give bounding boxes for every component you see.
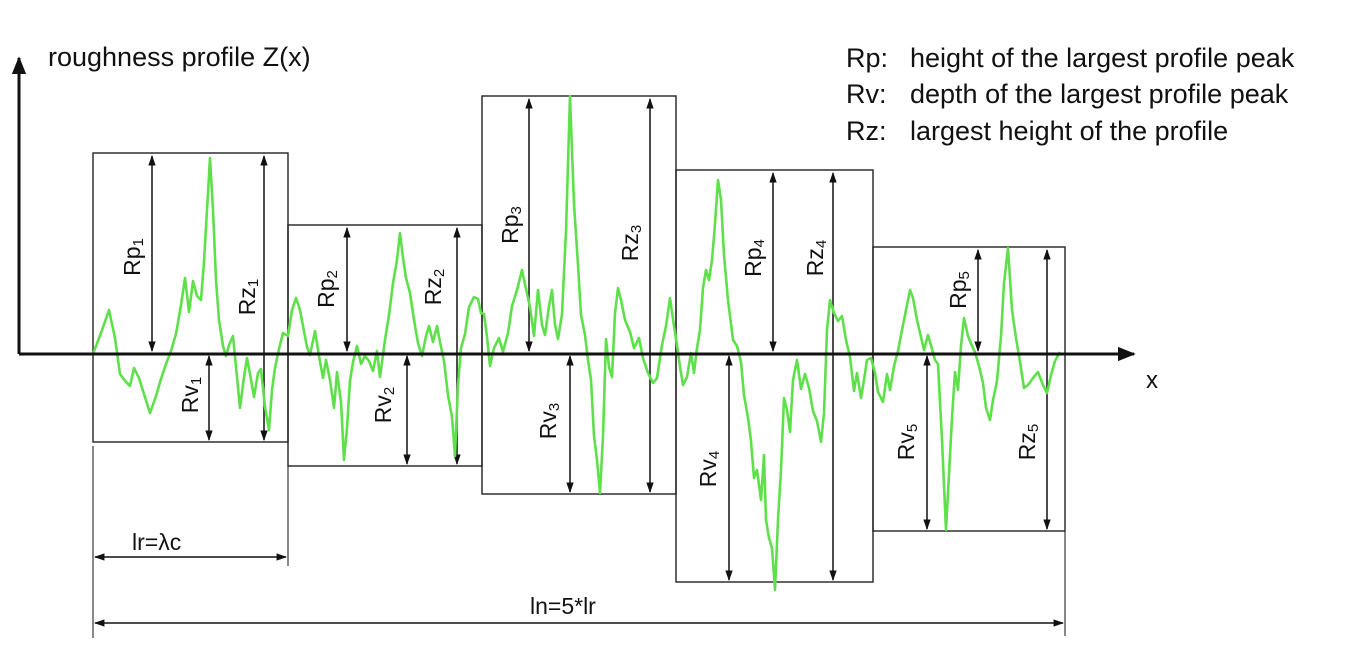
dimension-labels: Rp1 Rv1 Rz1 Rp2 Rv2 Rz2 Rp3 Rv3 Rz3 Rp4 … (119, 206, 1042, 487)
legend-key-rp: Rp: (846, 43, 888, 73)
rv2-label: Rv2 (370, 387, 398, 423)
rz3-label-main: Rz (617, 233, 643, 261)
legend-key-rv: Rv: (846, 79, 887, 109)
rz4-label-main: Rz (802, 248, 828, 276)
rv5-label: Rv5 (893, 424, 921, 460)
rv5-label-main: Rv (893, 432, 919, 461)
rp3-label: Rp3 (497, 206, 525, 244)
rp2-label-main: Rp (313, 278, 339, 307)
legend: Rp: height of the largest profile peak R… (846, 43, 1295, 146)
rp1-label: Rp1 (119, 238, 147, 276)
rv1-label-sub: 1 (188, 377, 205, 385)
rv3-label-main: Rv (535, 411, 561, 440)
legend-text-rp: height of the largest profile peak (910, 43, 1295, 73)
rz4-label-sub: 4 (813, 240, 830, 248)
rv4-label: Rv4 (695, 451, 723, 487)
rp4-label: Rp4 (740, 239, 768, 277)
dimension-arrows (148, 97, 1051, 582)
rz2-label-main: Rz (420, 277, 446, 305)
y-axis-label: roughness profile Z(x) (48, 42, 311, 72)
rp5-label: Rp5 (945, 271, 973, 309)
rz3-label: Rz3 (617, 225, 645, 261)
roughness-profile-curve (91, 94, 1062, 592)
rz4-label: Rz4 (802, 240, 830, 276)
legend-text-rv: depth of the largest profile peak (910, 79, 1289, 109)
rp4-label-sub: 4 (751, 239, 768, 247)
rp2-label-sub: 2 (324, 270, 341, 278)
section-box-4 (675, 169, 874, 583)
sampling-boxes (92, 95, 1066, 583)
rv3-label-sub: 3 (546, 403, 563, 411)
rz1-label-sub: 1 (245, 279, 262, 287)
rv5-label-sub: 5 (904, 424, 921, 432)
x-axis-label: x (1146, 367, 1158, 394)
lr-label: lr=λc (132, 529, 181, 555)
rp1-label-sub: 1 (130, 238, 147, 246)
length-dimensions: lr=λc ln=5*lr (92, 446, 1066, 638)
legend-key-rz: Rz: (846, 116, 887, 146)
rz5-label-sub: 5 (1025, 424, 1042, 432)
rp4-label-main: Rp (740, 247, 766, 276)
rz2-label-sub: 2 (431, 269, 448, 277)
rp5-label-sub: 5 (956, 271, 973, 279)
rp1-label-main: Rp (119, 246, 145, 275)
rz1-label-main: Rz (234, 287, 260, 315)
rv1-label-main: Rv (177, 385, 203, 414)
rp5-label-main: Rp (945, 279, 971, 308)
rv4-label-main: Rv (695, 459, 721, 488)
rz3-label-sub: 3 (628, 225, 645, 233)
rv3-label: Rv3 (535, 403, 563, 439)
axes (11, 56, 1136, 362)
ln-label: ln=5*lr (530, 593, 596, 619)
rp3-label-sub: 3 (508, 206, 525, 214)
rv2-label-sub: 2 (381, 387, 398, 395)
rv1-label: Rv1 (177, 377, 205, 413)
rp3-label-main: Rp (497, 214, 523, 243)
legend-text-rz: largest height of the profile (910, 116, 1228, 146)
rz5-label: Rz5 (1014, 424, 1042, 460)
section-box-5 (872, 246, 1066, 532)
rz5-label-main: Rz (1014, 432, 1040, 460)
rz2-label: Rz2 (420, 269, 448, 305)
rp2-label: Rp2 (313, 270, 341, 308)
rv4-label-sub: 4 (706, 451, 723, 459)
rv2-label-main: Rv (370, 395, 396, 424)
rz1-label: Rz1 (234, 279, 262, 315)
